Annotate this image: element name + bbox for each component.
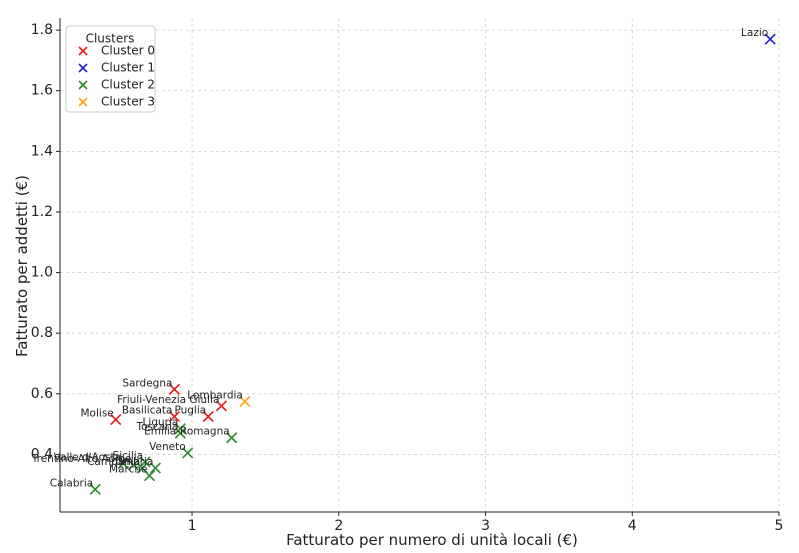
marker-stroke xyxy=(226,432,238,444)
marker-stroke xyxy=(202,410,214,423)
point-label: Umbria xyxy=(115,456,153,468)
data-point xyxy=(149,462,161,474)
x-tick-label: 3 xyxy=(481,518,490,534)
data-points xyxy=(89,33,776,495)
legend-marker xyxy=(78,63,88,73)
grid xyxy=(60,18,780,512)
point-label: Campania xyxy=(87,456,140,468)
marker-stroke xyxy=(215,400,227,412)
legend-label: Cluster 1 xyxy=(101,61,155,75)
data-point xyxy=(127,459,139,471)
legend-entry: Cluster 1 xyxy=(78,61,155,75)
point-label: Liguria xyxy=(143,417,179,429)
point-label: Lazio xyxy=(741,27,768,39)
marker-stroke xyxy=(174,427,186,439)
data-point xyxy=(89,483,101,495)
legend-label: Cluster 0 xyxy=(101,44,155,58)
data-point xyxy=(168,410,181,423)
marker-stroke xyxy=(117,457,129,470)
marker-stroke xyxy=(127,459,139,471)
marker-stroke xyxy=(764,33,776,45)
marker-stroke xyxy=(168,410,181,423)
x-tick-label: 1 xyxy=(188,518,197,534)
point-label: Molise xyxy=(81,408,114,420)
legend-title: Clusters xyxy=(86,32,135,46)
data-point xyxy=(215,400,227,412)
data-point xyxy=(168,383,181,395)
marker-stroke xyxy=(89,483,101,495)
data-point xyxy=(174,427,186,439)
point-label: Friuli-Venezia Giulia xyxy=(117,394,219,406)
legend-marker xyxy=(78,46,88,56)
legend-entry: Cluster 0 xyxy=(78,44,155,58)
point-label: Basilicata xyxy=(122,405,173,417)
axes xyxy=(56,18,780,516)
legend-marker xyxy=(78,97,88,107)
point-label: Puglia xyxy=(174,405,206,417)
point-label: Lombardia xyxy=(187,389,243,401)
data-point xyxy=(226,432,238,444)
marker-stroke xyxy=(110,413,122,426)
point-label: Marche xyxy=(109,464,147,476)
marker-stroke xyxy=(168,383,181,395)
point-label: Sicilia xyxy=(113,450,144,462)
point-label: Veneto xyxy=(149,441,185,453)
data-point xyxy=(139,456,151,468)
x-axis-title: Fatturato per numero di unità locali (€) xyxy=(286,531,578,549)
data-point xyxy=(143,470,156,482)
data-point xyxy=(182,447,194,459)
y-tick-label: 0.4 xyxy=(31,446,53,462)
legend-marker xyxy=(78,80,88,90)
y-tick-label: 1.4 xyxy=(31,143,53,159)
x-tick-label: 4 xyxy=(628,518,637,534)
y-tick-label: 0.8 xyxy=(31,325,53,341)
point-label: Emilia-Romagna xyxy=(144,426,230,438)
legend-box xyxy=(65,25,156,113)
legend-label: Cluster 2 xyxy=(101,78,155,92)
y-tick-label: 1.8 xyxy=(31,22,53,38)
point-labels: Sardegna Molise Basilicata PugliaFriuli-Ven… xyxy=(31,27,768,489)
data-point xyxy=(117,457,129,470)
legend-entry: Cluster 3 xyxy=(78,95,155,109)
x-tick-label: 2 xyxy=(334,518,343,534)
point-label: Toscana xyxy=(135,421,178,433)
tick-labels: 1 2 3 4 5 0.4 0.6 0.8 1.0 1.2 1.4 1.6 1.8 xyxy=(31,22,784,534)
marker-stroke xyxy=(174,423,186,435)
y-axis-title: Fatturato per addetti (€) xyxy=(13,175,31,357)
point-label: Trentino-Alto Adige xyxy=(31,453,132,465)
data-point xyxy=(202,410,214,423)
legend-entry: Cluster 2 xyxy=(78,78,155,92)
data-point xyxy=(239,395,251,407)
marker-stroke xyxy=(182,447,194,459)
marker-stroke xyxy=(239,395,251,407)
legend-label: Cluster 3 xyxy=(101,95,155,109)
data-point xyxy=(764,33,776,45)
marker-stroke xyxy=(143,470,156,482)
y-tick-label: 1.2 xyxy=(31,204,53,220)
y-tick-label: 0.6 xyxy=(31,386,53,402)
point-label: Calabria xyxy=(50,477,93,489)
y-tick-label: 1.0 xyxy=(31,265,53,281)
data-point xyxy=(110,413,122,426)
marker-stroke xyxy=(139,456,151,468)
legend-entries: Cluster 0 Cluster 1 Cluster 2 Cluster 3 xyxy=(78,44,155,109)
marker-stroke xyxy=(136,462,148,474)
point-label: Sardegna xyxy=(122,377,172,389)
marker-stroke xyxy=(149,462,161,474)
point-label: Valle d'Aosta xyxy=(54,452,121,464)
y-tick-label: 1.6 xyxy=(31,83,53,99)
data-point xyxy=(174,423,186,435)
x-tick-label: 5 xyxy=(775,518,784,534)
